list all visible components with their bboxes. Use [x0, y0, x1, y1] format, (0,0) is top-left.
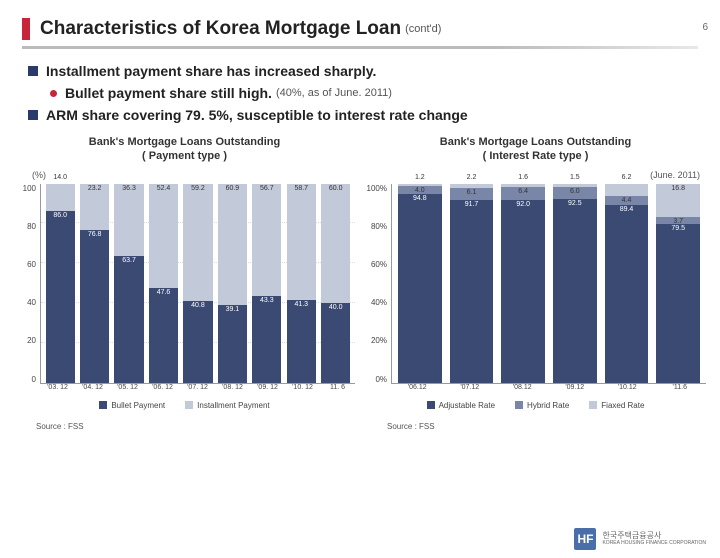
bar-col: 14.086.0: [43, 184, 77, 383]
legend-fixed-label: Fiaxed Rate: [601, 401, 644, 410]
page-title: Characteristics of Korea Mortgage Loan: [40, 18, 401, 40]
bar-col: 60.939.1: [215, 184, 249, 383]
legend-hybrid: Hybrid Rate: [515, 401, 569, 410]
legend-swatch-icon: [185, 401, 193, 409]
right-y-axis: 100%80%60%40%20%0%: [365, 184, 391, 384]
left-bars-area: 14.086.023.276.836.363.752.447.659.240.8…: [40, 184, 355, 384]
bar-col: 56.743.3: [250, 184, 284, 383]
right-plot: 100%80%60%40%20%0% 1.24.094.82.26.191.71…: [365, 184, 706, 384]
logo-mark-icon: HF: [574, 528, 596, 550]
bar-col: 23.276.8: [77, 184, 111, 383]
left-legend: Bullet Payment Installment Payment: [14, 401, 355, 410]
logo: HF 한국주택금융공사 KOREA HOUSING FINANCE CORPOR…: [574, 528, 706, 550]
right-bars-area: 1.24.094.82.26.191.71.66.492.01.56.092.5…: [391, 184, 706, 384]
left-chart-title-l1: Bank's Mortgage Loans Outstanding: [89, 136, 280, 148]
bar-col: 59.240.8: [181, 184, 215, 383]
bar-col: 1.56.092.5: [549, 184, 601, 383]
title-underline: [22, 46, 698, 49]
right-chart-title: Bank's Mortgage Loans Outstanding ( Inte…: [365, 135, 706, 164]
left-chart: Bank's Mortgage Loans Outstanding ( Paym…: [14, 135, 355, 431]
left-y-unit: (%): [32, 170, 355, 180]
bar-col: 58.741.3: [284, 184, 318, 383]
right-chart: Bank's Mortgage Loans Outstanding ( Inte…: [365, 135, 706, 431]
left-chart-title-l2: ( Payment type ): [142, 150, 227, 162]
right-source: Source : FSS: [387, 422, 706, 431]
legend-bullet: Bullet Payment: [99, 401, 165, 410]
legend-adjustable-label: Adjustable Rate: [439, 401, 495, 410]
bar-col: 52.447.6: [146, 184, 180, 383]
right-legend: Adjustable Rate Hybrid Rate Fiaxed Rate: [365, 401, 706, 410]
bar-col: 1.24.094.8: [394, 184, 446, 383]
bar-col: 60.040.0: [319, 184, 353, 383]
logo-text-l2: KOREA HOUSING FINANCE CORPORATION: [602, 541, 706, 547]
legend-fixed: Fiaxed Rate: [589, 401, 644, 410]
bar-col: 1.66.492.0: [497, 184, 549, 383]
legend-adjustable: Adjustable Rate: [427, 401, 495, 410]
left-y-axis: 100806040200: [14, 184, 40, 384]
right-chart-title-l2: ( Interest Rate type ): [483, 150, 589, 162]
bullet-2: ARM share covering 79. 5%, susceptible t…: [46, 107, 468, 123]
legend-bullet-label: Bullet Payment: [111, 401, 165, 410]
left-plot: 100806040200 14.086.023.276.836.363.752.…: [14, 184, 355, 384]
legend-swatch-icon: [515, 401, 523, 409]
charts-container: Bank's Mortgage Loans Outstanding ( Paym…: [14, 135, 706, 431]
left-source: Source : FSS: [36, 422, 355, 431]
bullet-list: Installment payment share has increased …: [28, 63, 720, 123]
legend-swatch-icon: [427, 401, 435, 409]
bullet-1-sub: Bullet payment share still high.: [65, 85, 272, 101]
bar-col: 6.24.489.4: [601, 184, 653, 383]
square-bullet-icon: [28, 66, 38, 76]
right-chart-title-l1: Bank's Mortgage Loans Outstanding: [440, 136, 631, 148]
legend-installment-label: Installment Payment: [197, 401, 269, 410]
title-row: Characteristics of Korea Mortgage Loan (…: [22, 18, 720, 40]
title-suffix: (cont'd): [405, 23, 441, 35]
right-x-labels: '06.12'07.12'08.12'09.12'10.12'11.6: [391, 384, 706, 391]
legend-swatch-icon: [99, 401, 107, 409]
legend-swatch-icon: [589, 401, 597, 409]
legend-hybrid-label: Hybrid Rate: [527, 401, 569, 410]
bullet-1-sub-note: (40%, as of June. 2011): [276, 87, 392, 99]
page-number: 6: [702, 22, 708, 33]
left-chart-title: Bank's Mortgage Loans Outstanding ( Paym…: [14, 135, 355, 164]
accent-bar: [22, 18, 30, 40]
bar-col: 2.26.191.7: [446, 184, 498, 383]
legend-installment: Installment Payment: [185, 401, 269, 410]
bar-col: 16.83.779.5: [652, 184, 704, 383]
logo-text: 한국주택금융공사 KOREA HOUSING FINANCE CORPORATI…: [602, 532, 706, 546]
bullet-1: Installment payment share has increased …: [46, 63, 376, 79]
left-x-labels: '03. 12'04. 12'05. 12'06. 12'07. 12'08. …: [40, 384, 355, 391]
dot-bullet-icon: [50, 90, 57, 97]
square-bullet-icon: [28, 110, 38, 120]
bar-col: 36.363.7: [112, 184, 146, 383]
